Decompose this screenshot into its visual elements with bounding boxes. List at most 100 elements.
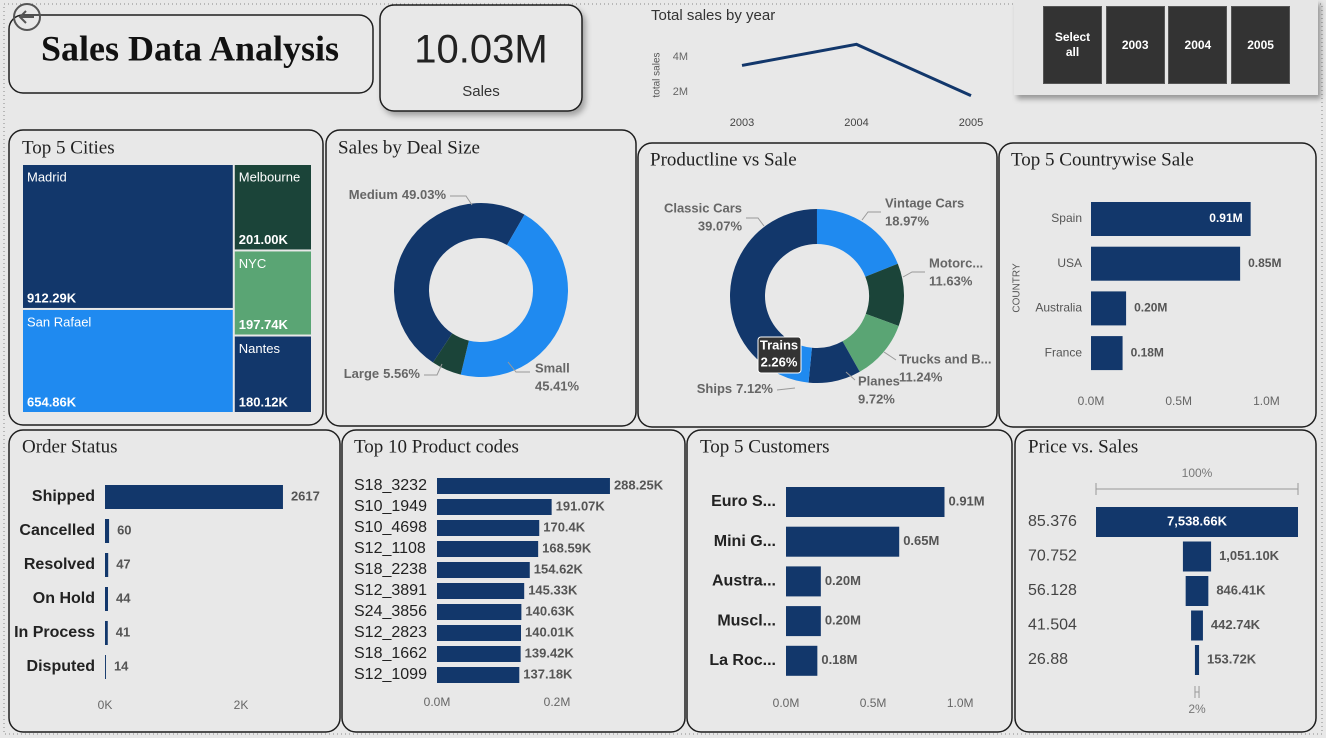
donut-slice [816,209,898,277]
bar [1091,336,1123,371]
kpi-value: 10.03M [414,28,547,72]
bar [786,645,818,676]
x-tick-label: 0.0M [1078,394,1105,408]
x-tick-label: 1.0M [1253,394,1280,408]
y-axis-label: COUNTRY [1012,263,1023,313]
y-tick-label: S24_3856 [354,603,427,620]
year-slicer: Select all 2003 2004 2005 [1014,0,1318,95]
tile-label: San Rafael [27,314,91,329]
y-tick-label: Resolved [24,556,95,573]
tile-value: 201.00K [239,232,289,247]
category-label: 41.504 [1028,617,1077,634]
y-tick-label: S18_2238 [354,561,427,578]
panel [998,142,1317,428]
value-label: 2617 [291,488,320,503]
tile-label: Madrid [27,169,67,184]
slice-label: Ships [697,381,732,396]
bar [437,562,530,578]
slicer-button[interactable]: 2004 [1168,6,1228,84]
bar [437,646,521,662]
slice-label: Trains [760,337,798,352]
value-label: 60 [117,522,131,537]
leader-line [883,351,897,361]
x-tick-label: 2005 [959,117,983,129]
slice-value: 45.41% [535,378,580,393]
percent-bracket [1194,686,1200,698]
y-tick-label: 2M [673,86,688,98]
value-label: 0.91M [948,493,984,508]
slicer-button[interactable]: Select all [1043,6,1102,84]
bar [105,553,109,577]
value-label: 153.72K [1207,651,1257,666]
bar [105,621,108,645]
slice-label-group: Large 5.56% [344,366,421,381]
slice-label: Motorc... [929,255,983,270]
funnel-bar [1191,610,1203,641]
y-tick-label: S18_1662 [354,645,427,662]
value-label: 154.62K [534,561,584,576]
slice-value: 7.12% [736,381,773,396]
leader-line [424,363,443,376]
bar [437,520,540,536]
panel [8,429,341,733]
value-label: 14 [114,658,129,673]
kpi-label: Sales [462,83,500,100]
bar [105,519,110,543]
value-label: 1,051.10K [1219,548,1280,563]
donut-slice [394,203,525,363]
value-label: 139.42K [525,645,575,660]
value-label: 41 [116,624,130,639]
y-tick-label: S10_1949 [354,498,427,515]
chart-title: Top 10 Product codes [354,436,519,457]
panel [1014,429,1317,733]
treemap-tile [23,165,233,308]
donut-slice [730,209,817,364]
chart-title: Productline vs Sale [650,149,797,170]
slice-label: Planes [858,373,900,388]
tooltip-box [757,336,802,374]
y-tick-label: S10_4698 [354,519,427,536]
treemap-tile [234,336,311,412]
bar [786,487,945,517]
leader-line [902,271,925,278]
slice-label-group: Medium 49.03% [349,187,447,202]
slice-value: 2.26% [761,354,798,369]
slicer-button[interactable]: 2003 [1105,6,1165,84]
tile-value: 180.12K [239,394,289,409]
slice-value: 49.03% [402,187,447,202]
value-label: 140.01K [525,624,575,639]
y-tick-label: S12_3891 [354,582,427,599]
leader-line [450,195,473,206]
value-label: 846.41K [1216,582,1266,597]
bar [1091,246,1241,281]
funnel-bar [1182,541,1212,572]
back-button[interactable] [13,3,41,31]
leader-line [776,387,796,391]
category-label: 56.128 [1028,582,1077,599]
bar [786,526,900,557]
category-label: 70.752 [1028,548,1077,565]
funnel-bar [1096,507,1298,537]
slice-label-group: Ships 7.12% [697,381,774,396]
x-tick-label: 2003 [730,117,754,129]
y-tick-label: Euro S... [711,493,776,510]
leader-line [507,361,530,373]
donut-slice [460,214,568,377]
value-label: 442.74K [1211,617,1261,632]
value-label: 288.25K [614,477,664,492]
leader-line [746,217,765,227]
y-tick-label: Mini G... [714,533,776,550]
percent-label: 2% [1188,702,1206,716]
y-tick-label: S12_2823 [354,624,427,641]
bar [786,606,821,637]
value-label: 0.20M [825,573,861,588]
value-label: 168.59K [542,540,592,555]
slicer-button[interactable]: 2005 [1231,6,1291,84]
chart-title: Total sales by year [651,7,775,24]
treemap-tile [234,251,311,335]
slice-value: 39.07% [698,218,743,233]
x-tick-label: 0.5M [860,696,887,710]
bar [437,604,522,620]
value-label: 170.4K [543,519,586,534]
